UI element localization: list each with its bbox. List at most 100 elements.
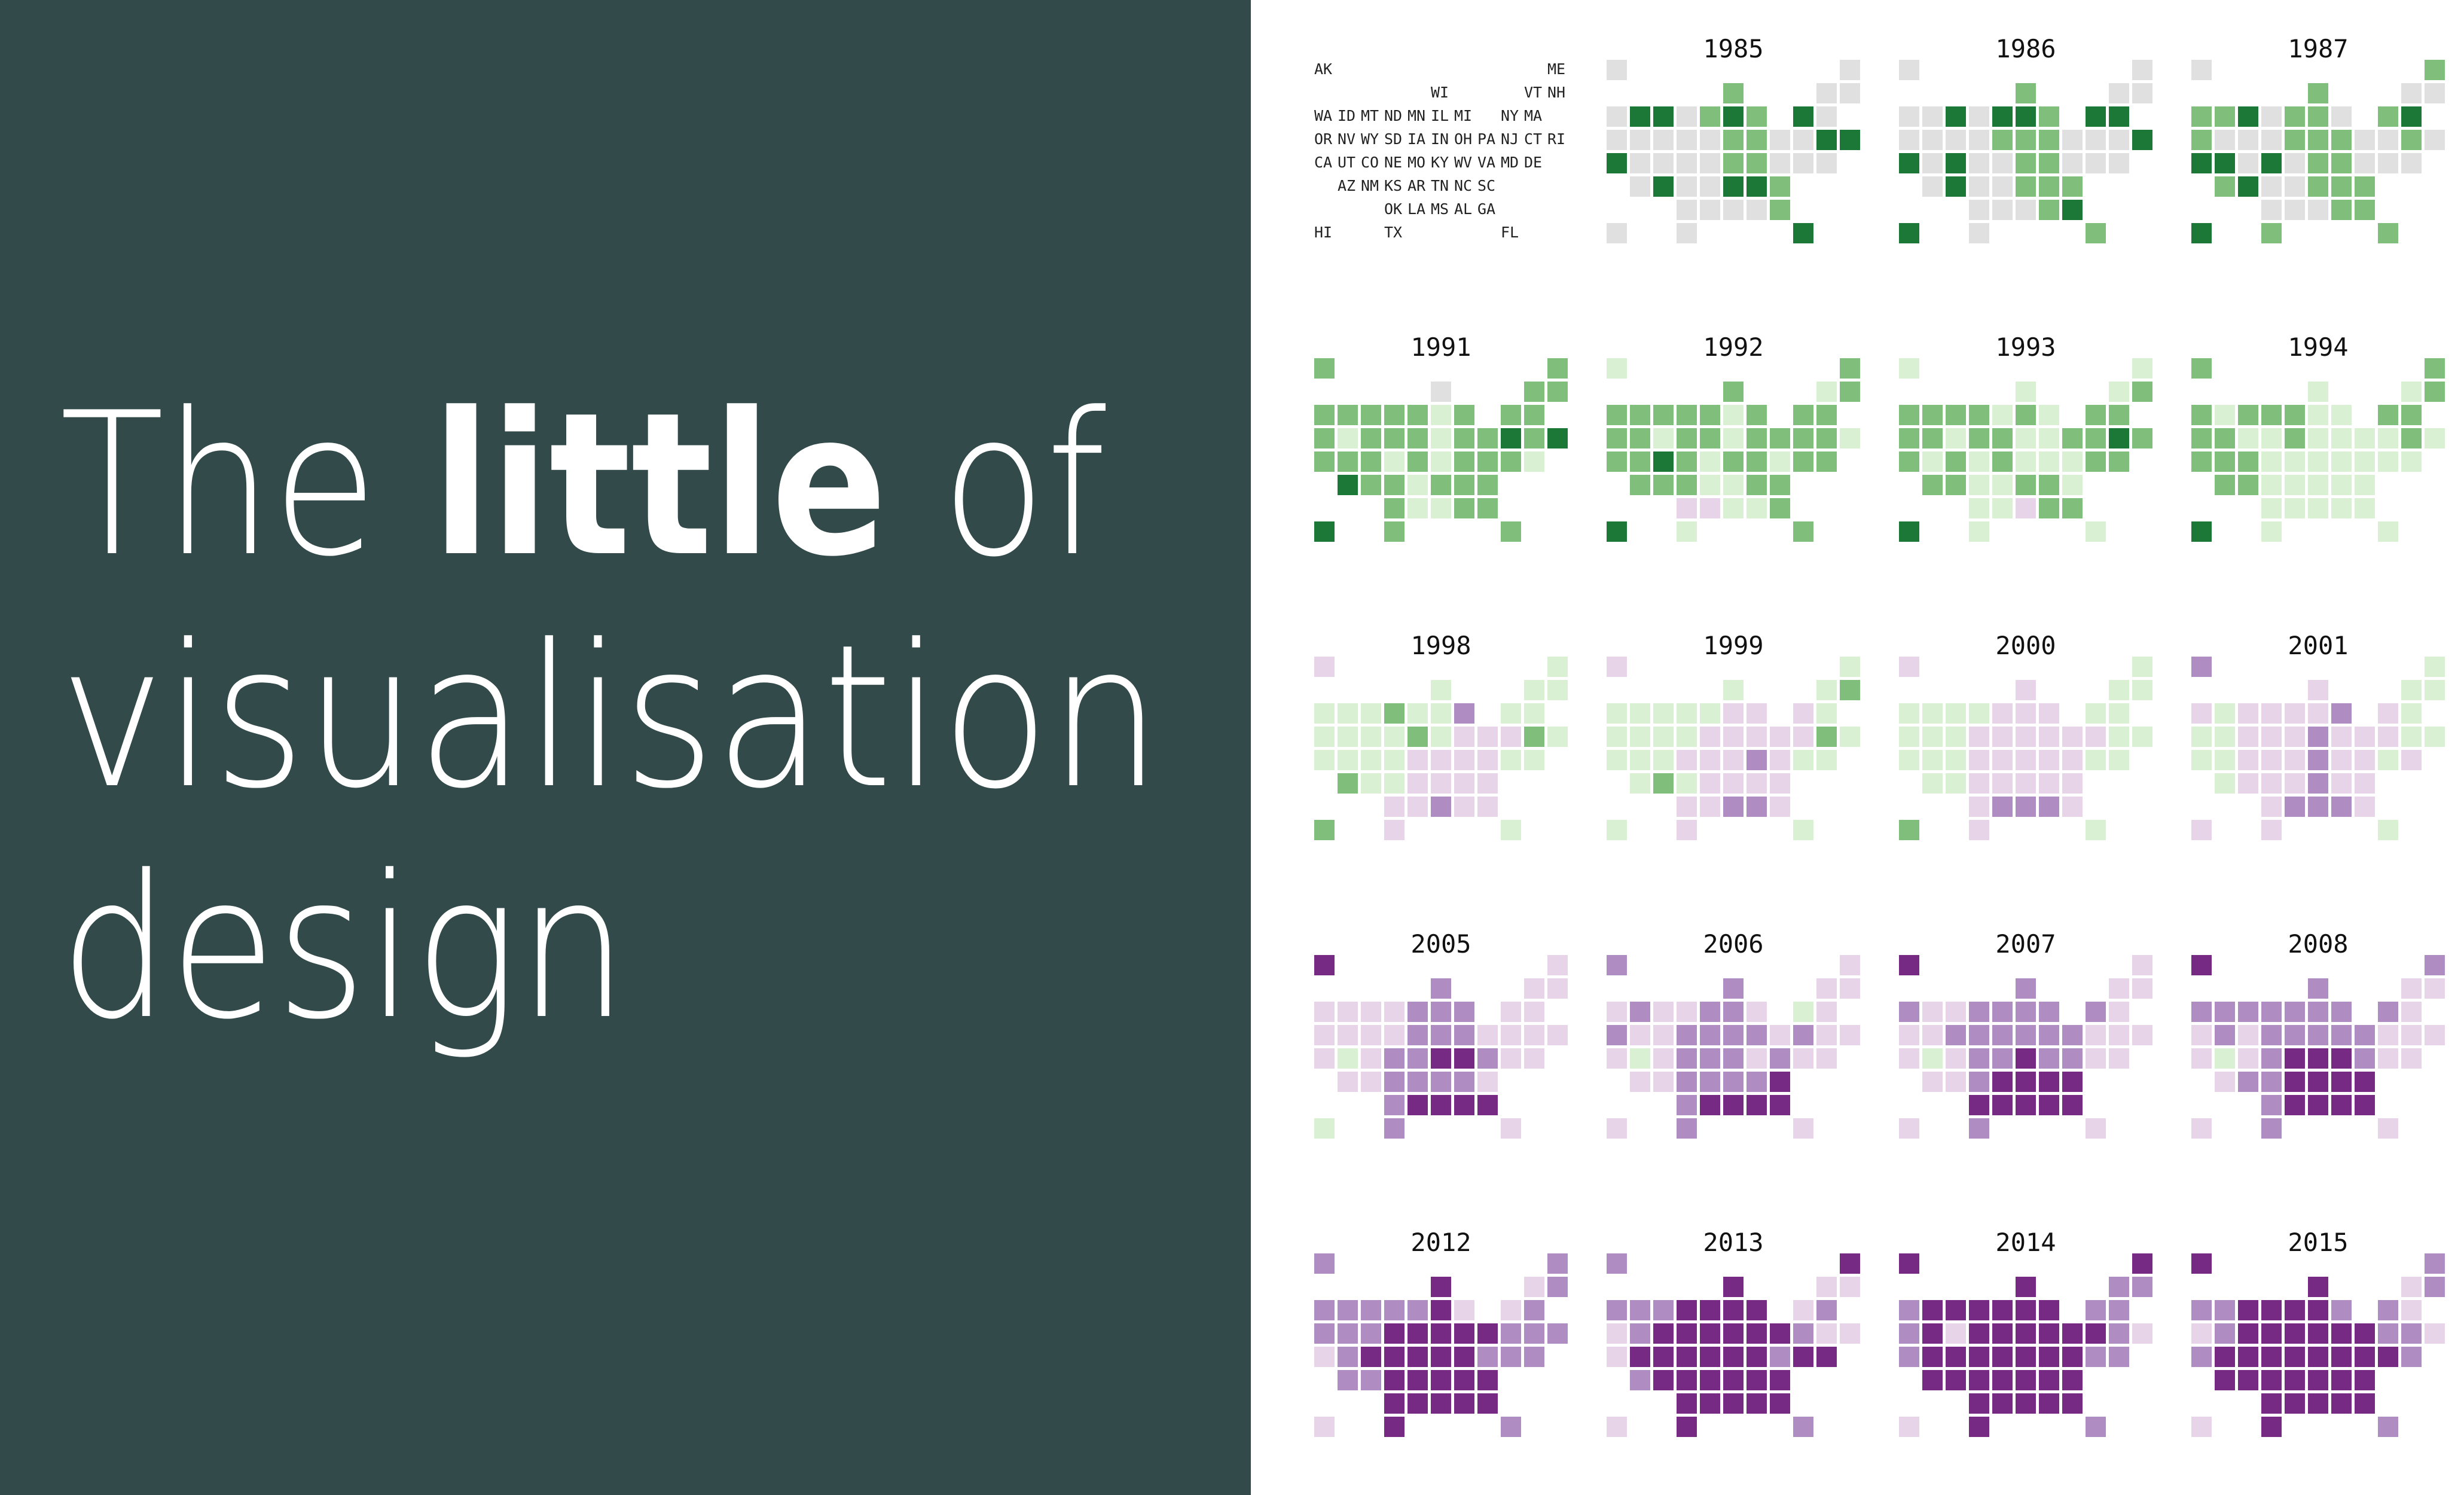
state-tile	[1922, 750, 1943, 770]
state-tile	[1700, 1323, 1720, 1344]
state-tile	[1524, 1323, 1544, 1344]
state-tile	[2308, 1370, 2328, 1390]
state-tile	[2086, 1025, 2106, 1045]
state-tile	[2086, 1300, 2106, 1320]
state-tile	[1653, 153, 1674, 173]
state-tile	[2285, 1370, 2305, 1390]
state-tile	[2086, 1048, 2106, 1069]
state-tile	[1770, 176, 1790, 197]
state-tile	[1384, 1072, 1404, 1092]
state-tile	[2016, 153, 2036, 173]
state-tile	[2016, 1025, 2036, 1045]
state-tile	[1314, 1025, 1335, 1045]
state-label: WI	[1431, 84, 1449, 101]
state-tile	[1338, 773, 1358, 794]
state-tile	[1899, 727, 1919, 747]
state-tile	[1431, 1095, 1451, 1115]
state-tile	[1524, 1300, 1544, 1320]
title-line: The little of	[60, 370, 1107, 600]
state-tile	[2308, 1002, 2328, 1022]
state-tile	[1431, 1347, 1451, 1367]
state-tile	[1477, 727, 1498, 747]
year-label: 2001	[2288, 631, 2348, 660]
state-tile	[1747, 1300, 1767, 1320]
state-label: ME	[1547, 60, 1565, 78]
state-tile	[1477, 1072, 1498, 1092]
year-label: 2014	[1995, 1228, 2056, 1257]
state-tile	[1338, 475, 1358, 495]
state-tile	[1677, 106, 1697, 127]
state-tile	[1770, 727, 1790, 747]
state-tile	[2215, 1370, 2235, 1390]
title-panel	[0, 0, 1251, 1495]
state-tile	[1384, 1323, 1404, 1344]
state-label: TX	[1384, 224, 1402, 241]
state-tile	[1700, 475, 1720, 495]
state-tile	[2285, 153, 2305, 173]
state-tile	[2132, 83, 2152, 103]
state-tile	[1969, 1048, 1989, 1069]
state-tile	[1407, 1048, 1428, 1069]
state-label: MO	[1407, 154, 1425, 171]
state-tile	[2191, 521, 2212, 542]
state-tile	[1361, 451, 1381, 472]
state-tile	[1407, 727, 1428, 747]
state-tile	[1770, 1025, 1790, 1045]
state-tile	[1747, 750, 1767, 770]
state-tile	[2331, 130, 2352, 150]
state-tile	[1653, 451, 1674, 472]
state-label: MS	[1431, 200, 1449, 218]
state-tile	[1793, 223, 1813, 243]
state-tile	[1384, 773, 1404, 794]
state-tile	[1969, 498, 1989, 518]
state-tile	[1747, 797, 1767, 817]
state-tile	[1524, 382, 1544, 402]
state-tile	[1816, 1300, 1837, 1320]
state-tile	[2016, 773, 2036, 794]
state-tile	[1946, 451, 1966, 472]
state-tile	[2285, 130, 2305, 150]
state-tile	[1630, 475, 1650, 495]
state-tile	[2261, 130, 2282, 150]
state-tile	[2132, 978, 2152, 999]
state-tile	[1677, 727, 1697, 747]
state-tile	[2378, 1323, 2398, 1344]
state-tile	[1407, 451, 1428, 472]
state-tile	[1969, 797, 1989, 817]
state-tile	[1840, 1277, 1860, 1297]
state-tile	[1607, 820, 1627, 840]
state-tile	[1501, 820, 1521, 840]
state-tile	[1454, 1347, 1474, 1367]
state-tile	[2355, 428, 2375, 448]
state-tile	[1992, 451, 2013, 472]
state-tile	[1501, 1118, 1521, 1139]
state-tile	[1384, 498, 1404, 518]
state-tile	[1700, 1370, 1720, 1390]
state-tile	[2109, 1323, 2129, 1344]
state-tile	[1723, 451, 1744, 472]
state-tile	[2191, 130, 2212, 150]
state-tile	[1840, 1253, 1860, 1274]
state-tile	[2016, 703, 2036, 724]
state-tile	[2215, 1025, 2235, 1045]
state-tile	[1899, 428, 1919, 448]
state-tile	[1501, 750, 1521, 770]
state-tile	[1816, 106, 1837, 127]
state-tile	[2425, 358, 2445, 379]
state-tile	[2016, 200, 2036, 220]
state-tile	[2132, 727, 2152, 747]
state-tile	[2378, 153, 2398, 173]
state-tile	[2261, 451, 2282, 472]
state-tile	[2238, 1072, 2258, 1092]
state-tile	[2355, 1095, 2375, 1115]
state-tile	[1653, 1048, 1674, 1069]
state-tile	[2191, 1417, 2212, 1437]
state-tile	[2215, 773, 2235, 794]
state-tile	[1747, 773, 1767, 794]
state-tile	[1630, 1072, 1650, 1092]
state-tile	[1899, 1253, 1919, 1274]
state-tile	[2215, 727, 2235, 747]
state-tile	[1793, 405, 1813, 425]
state-tile	[1899, 1025, 1919, 1045]
state-tile	[2331, 1095, 2352, 1115]
